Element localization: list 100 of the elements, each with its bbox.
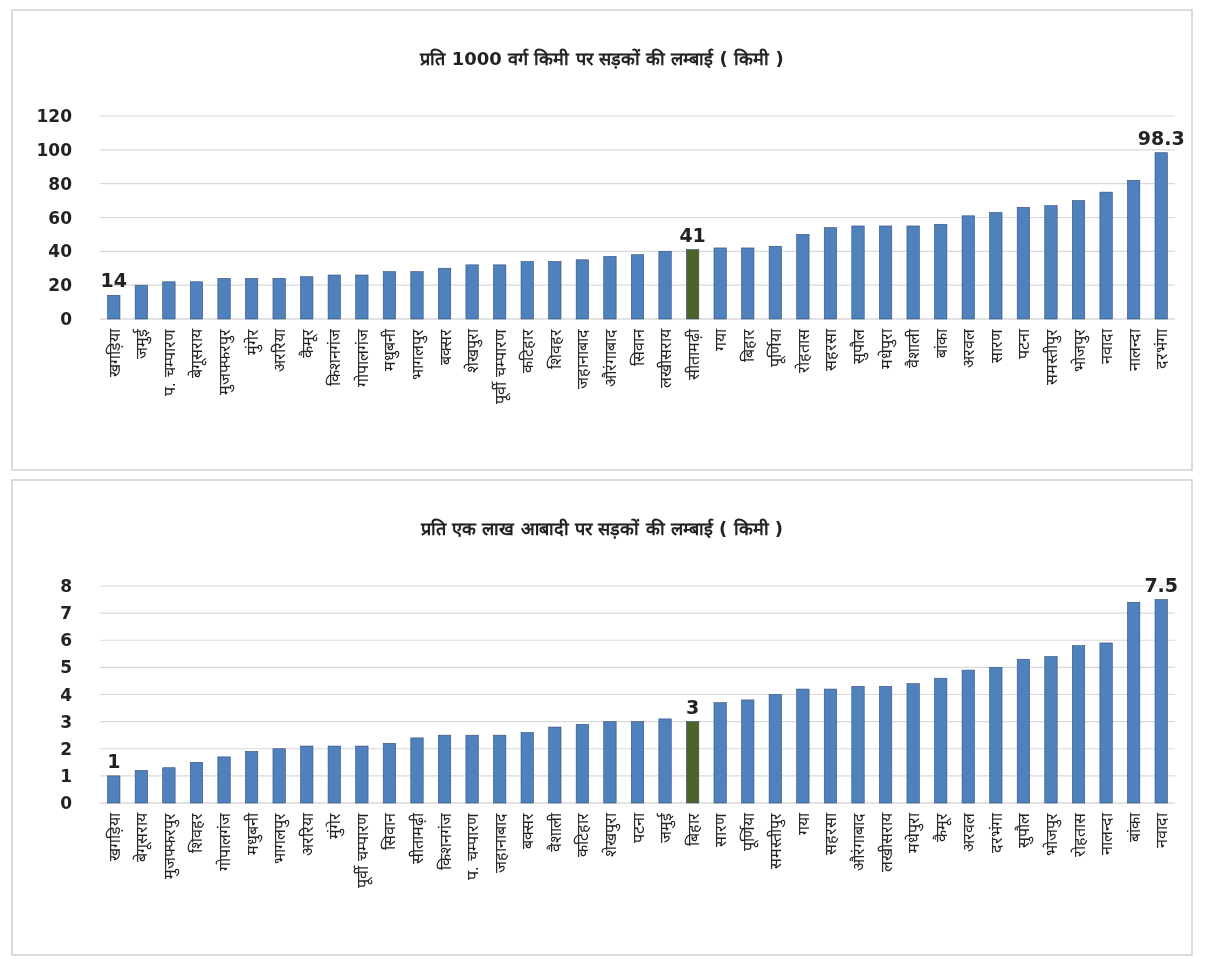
- bar: [382, 271, 396, 320]
- bar: [300, 745, 314, 804]
- bar: [1016, 207, 1030, 320]
- x-tick-label: नवादा: [1152, 812, 1172, 848]
- bar: [355, 274, 369, 320]
- x-tick-label: पूर्णिया: [766, 328, 787, 367]
- x-tick-label: रोहतास: [1069, 812, 1089, 857]
- x-tick-label: जहानाबाद: [490, 813, 510, 873]
- bar: [823, 227, 837, 320]
- bar: [134, 770, 148, 804]
- y-tick-label: 80: [48, 173, 73, 194]
- bar: [796, 234, 810, 320]
- bar: [658, 251, 672, 320]
- bar: [189, 281, 203, 320]
- x-tick-label: पूर्वी चम्पारण: [490, 329, 511, 405]
- bar: [768, 245, 782, 320]
- bar: [272, 748, 286, 804]
- bar: [906, 683, 920, 804]
- y-tick-label: 2: [60, 738, 72, 759]
- x-tick-label: शेखपुरा: [600, 812, 621, 857]
- bar: [410, 737, 424, 804]
- bar: [686, 721, 700, 804]
- y-tick-label: 0: [60, 793, 73, 813]
- bar: [934, 677, 948, 804]
- bar: [465, 734, 479, 804]
- chart-title: प्रति एक लाख आबादी पर सड़कों की लम्बाई ( किमी ): [419, 518, 784, 539]
- x-tick-label: बेगूसराय: [132, 812, 153, 862]
- bar: [851, 686, 865, 804]
- x-tick-label: नवादा: [1097, 328, 1117, 364]
- bar: [603, 256, 617, 320]
- x-tick-label: भागलपुर: [270, 813, 291, 864]
- bar: [245, 751, 259, 804]
- x-tick-label: जमुई: [656, 812, 677, 843]
- x-tick-label: मुजफ्फरपुर: [215, 329, 236, 395]
- x-tick-label: बिहार: [683, 813, 703, 846]
- y-tick-label: 7: [60, 603, 72, 624]
- x-tick-label: सारण: [986, 329, 1006, 363]
- x-tick-label: कैमूर: [931, 813, 952, 842]
- bar: [548, 726, 562, 804]
- x-tick-label: गया: [711, 328, 731, 351]
- bar: [879, 686, 893, 804]
- bar: [768, 694, 782, 804]
- x-tick-label: सहरसा: [821, 812, 841, 855]
- x-tick-label: सीतामढ़ी: [407, 812, 427, 864]
- bar: [1154, 599, 1168, 804]
- y-tick-label: 120: [36, 106, 73, 126]
- data-label: 98.3: [1137, 126, 1185, 149]
- x-tick-label: भागलपुर: [407, 329, 428, 380]
- bar: [162, 281, 176, 320]
- x-tick-label: कैमूर: [297, 329, 318, 358]
- bar: [410, 271, 424, 320]
- bar: [961, 669, 975, 804]
- x-tick-label: समस्तीपुर: [766, 813, 787, 869]
- bar: [1154, 152, 1168, 320]
- y-tick-label: 100: [36, 139, 73, 160]
- bar: [189, 762, 203, 804]
- bar: [851, 225, 865, 320]
- bar: [989, 212, 1003, 320]
- y-tick-label: 20: [48, 275, 73, 296]
- x-tick-label: नालन्दा: [1124, 328, 1144, 371]
- x-tick-label: बांका: [931, 328, 951, 358]
- bar: [713, 247, 727, 320]
- x-tick-label: सुपौल: [1014, 812, 1035, 848]
- x-tick-label: पटना: [1014, 328, 1034, 359]
- x-tick-label: जहानाबाद: [573, 329, 593, 389]
- x-tick-label: सीतामढ़ी: [683, 328, 703, 380]
- bar: [796, 688, 810, 804]
- bar: [493, 734, 507, 804]
- data-label: 14: [100, 269, 128, 292]
- bar: [355, 745, 369, 804]
- bar: [631, 721, 644, 804]
- bar: [741, 699, 755, 804]
- x-tick-label: शेखपुरा: [463, 328, 484, 373]
- x-tick-label: जमुई: [132, 328, 153, 359]
- x-tick-label: कटिहार: [573, 813, 593, 857]
- bar: [631, 254, 644, 320]
- bar: [548, 261, 562, 320]
- y-tick-label: 0: [60, 309, 73, 329]
- data-label: 41: [679, 223, 706, 246]
- x-tick-label: प. चम्पारण: [159, 329, 179, 397]
- bar: [327, 745, 341, 804]
- x-tick-label: अरवल: [959, 812, 979, 852]
- bar: [1072, 200, 1086, 320]
- x-tick-label: लखीसराय: [876, 812, 896, 872]
- bar: [245, 278, 259, 320]
- bar: [1044, 205, 1058, 320]
- y-tick-label: 6: [60, 630, 72, 651]
- x-tick-label: पटना: [628, 812, 648, 843]
- bar: [438, 267, 452, 320]
- x-tick-label: अररिया: [270, 328, 290, 372]
- bar: [300, 276, 314, 320]
- bar: [272, 278, 286, 320]
- bar: [879, 225, 893, 320]
- x-tick-label: मुजफ्फरपुर: [159, 813, 180, 879]
- x-tick-label: खगड़िया: [104, 812, 124, 861]
- x-tick-label: वैशाली: [904, 328, 924, 368]
- bar: [1127, 601, 1141, 804]
- x-tick-label: शिवहर: [545, 329, 565, 369]
- x-tick-label: सहरसा: [821, 328, 841, 371]
- bar: [520, 732, 534, 804]
